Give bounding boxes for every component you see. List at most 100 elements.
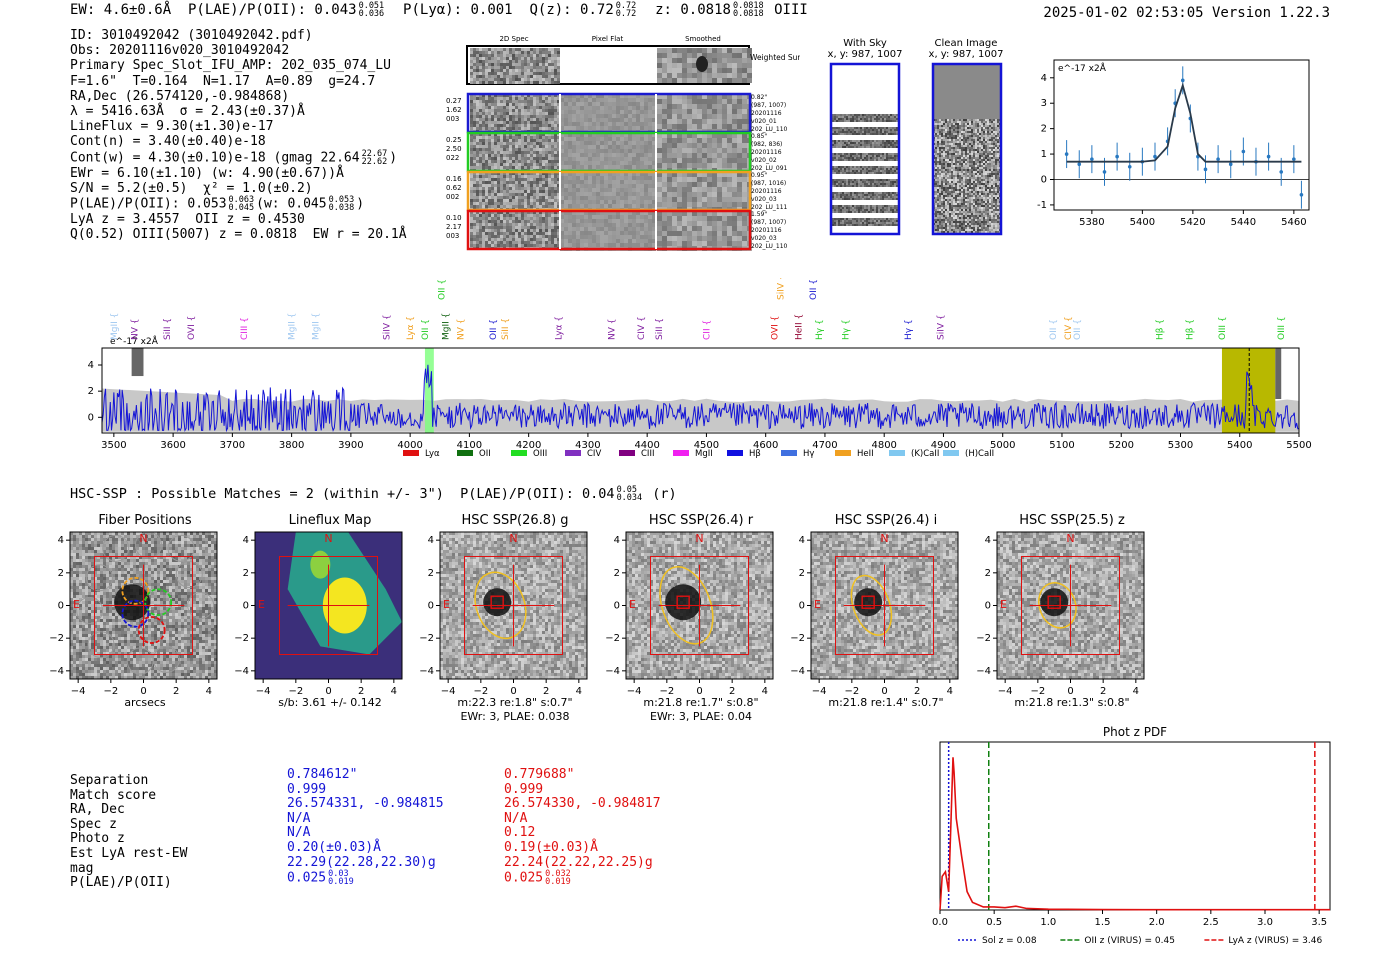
line-label: CIII { [240, 317, 250, 340]
cutout-smoothed [657, 94, 752, 134]
thumb-xtick-label: 0 [140, 686, 146, 697]
match-cell: N/A [287, 810, 311, 826]
fiber-circle [76, 596, 104, 624]
match-blue: 0.784612" 0.999 26.574331, -0.984815 N/A N/A… [287, 767, 444, 888]
thumb-xtick-label: 4 [206, 686, 212, 697]
summary-q: Q(0.52) OIII(5007) z = 0.0818 EW r = 20.… [70, 227, 407, 243]
thumb-xtick-label: 0 [510, 686, 516, 697]
compass-east: E [629, 598, 636, 611]
legend-label: MgII [695, 449, 713, 459]
thumb-xtick-label: 2 [358, 686, 364, 697]
spectrum-cutouts: 2D Spec Pixel Flat Smoothed Weighted Sum 0.2… [446, 35, 800, 251]
search-box [835, 556, 934, 655]
summary-lya: LyA z = 3.4557 OII z = 0.4530 [70, 212, 305, 228]
cutout-row-info: v020_01 [751, 118, 777, 125]
legend-item: Hβ [727, 449, 761, 459]
cutout-row-info: (987, 1007) [751, 102, 786, 109]
thumb-caption: m:21.8 re:1.3" s:0.8" [1014, 696, 1130, 709]
thumb-title: HSC SSP(25.5) z [1019, 513, 1125, 528]
compass-north: N [139, 532, 147, 545]
clean-xy: x, y: 987, 1007 [929, 49, 1004, 60]
cutout-row-stat: 2.17 [446, 223, 462, 231]
timestamp-version: 2025-01-02 02:53:05 Version 1.22.3 [1043, 5, 1330, 21]
header-summary: EW: 4.6±0.6Å P(LAE)/P(OII): 0.043 0.051 0.… [70, 1, 808, 19]
line-label: SiIV { [936, 314, 946, 340]
photz-legend-label: Sol z = 0.08 [982, 936, 1037, 946]
cutout-row-info: 202_LU_110 [751, 126, 788, 133]
zoom-point [1153, 154, 1157, 159]
line-label: MgII { [288, 313, 298, 340]
legend-item: HeII [835, 449, 874, 459]
thumb-image: N E −4 −4 −2 −2 0 0 2 2 4 4 [791, 531, 959, 697]
photz-legend-label: LyA z (VIRUS) = 3.46 [1228, 936, 1322, 946]
thumb-ytick-label: 4 [985, 535, 991, 546]
spec-xtick-label: 4200 [516, 440, 541, 451]
thumb-ytick-label: 0 [985, 601, 991, 612]
compass-east: E [814, 598, 821, 611]
photz-xtick-label: 0.5 [986, 917, 1002, 928]
thumb-ytick-label: −2 [420, 633, 434, 644]
thumb-caption-2: EWr: 3, PLAE: 0.04 [649, 710, 753, 723]
thumb-caption: arcsecs [124, 696, 166, 709]
zoom-point [1292, 157, 1296, 161]
cutout-row-info: 202_LU_091 [751, 165, 788, 172]
line-label: OIII { [1218, 316, 1228, 340]
thumb-caption-2: EWr: 3, PLAE: 0.038 [460, 710, 570, 723]
photz-xtick-label: 1.0 [1040, 917, 1056, 928]
spec-xtick-label: 4900 [931, 440, 956, 451]
summary-contw: Cont(w) = 4.30(±0.10)e-18 (gmag 22.64 22.… [70, 148, 398, 167]
line-label: OII { [489, 319, 499, 340]
match-frac: 0.032 0.019 [545, 869, 571, 888]
source-ellipse [474, 571, 527, 640]
cutout-row-info: 20201116 [751, 110, 782, 117]
line-label: OVI { [771, 316, 781, 340]
summary-contn: Cont(n) = 3.40(±0.40)e-18 [70, 134, 266, 150]
search-box [1021, 556, 1120, 655]
weighted-2d [470, 48, 560, 84]
zoom-point [1241, 149, 1246, 154]
thumb-xtick-label: −4 [71, 686, 86, 697]
photz-legend-item: OII z (VIRUS) = 0.45 [1060, 936, 1175, 946]
sky-stripe [832, 114, 898, 122]
source-box [861, 595, 875, 609]
fiber-highlight [144, 588, 173, 617]
match-cell: 0.12 [504, 825, 536, 841]
summary-plae: P(LAE)/P(OII): 0.053 0.063 0.045 (w: 0.045 0… [70, 195, 365, 214]
header-plae-hi: 0.051 [358, 1, 385, 11]
spec-xtick-label: 3800 [279, 440, 304, 451]
photz-legend-item: Sol z = 0.08 [958, 936, 1037, 946]
summary-radec: RA,Dec (26.574120,-0.984868) [70, 88, 290, 104]
thumb-xtick-label: −2 [1030, 686, 1045, 697]
line-label: Lyα { [406, 316, 416, 340]
cutout-row-info: (982, 836) [751, 141, 782, 148]
match-cell: 0.025 0.03 0.019 [287, 869, 354, 888]
fiber-circle [87, 631, 115, 659]
match-label: RA, Dec [70, 802, 125, 818]
match-cell: 26.574330, -0.984817 [504, 796, 661, 812]
thumb-title: HSC SSP(26.8) g [461, 513, 569, 528]
legend-label: HeII [857, 449, 874, 459]
thumb-xtick-label: −2 [659, 686, 674, 697]
match-label: Est LyA rest-EW [70, 845, 188, 861]
zoom-model-line [1066, 82, 1302, 163]
match-label: Match score [70, 787, 157, 803]
summary-id: ID: 3010492042 (3010492042.pdf) [70, 28, 313, 43]
zoom-point [1090, 157, 1094, 161]
thumb-xtick-label: 2 [729, 686, 735, 697]
spec-xtick-label: 4500 [694, 440, 719, 451]
header-qz-lo: 0.72 [615, 9, 637, 19]
zoom-point [1127, 164, 1132, 169]
summary-params: F=1.6" T=0.164 N=1.17 A=0.89 g=24.7 [70, 73, 376, 89]
summary-sn: S/N = 5.2(±0.5) χ² = 1.0(±0.2) [70, 180, 313, 196]
photz-xtick-label: 1.5 [1095, 917, 1111, 928]
match-frac: 0.03 0.019 [328, 869, 354, 888]
summary-lambda: λ = 5416.63Å σ = 2.43(±0.37)Å [70, 104, 305, 120]
cutout-row-info: (987, 1007) [751, 219, 786, 226]
zoom-xtick-label: 5460 [1281, 217, 1306, 228]
zoom-ytick-label: -1 [1037, 200, 1047, 211]
legend-label: Hγ [803, 449, 814, 459]
legend-swatch [835, 450, 851, 456]
cutout-col-label: 2D Spec [499, 35, 528, 43]
